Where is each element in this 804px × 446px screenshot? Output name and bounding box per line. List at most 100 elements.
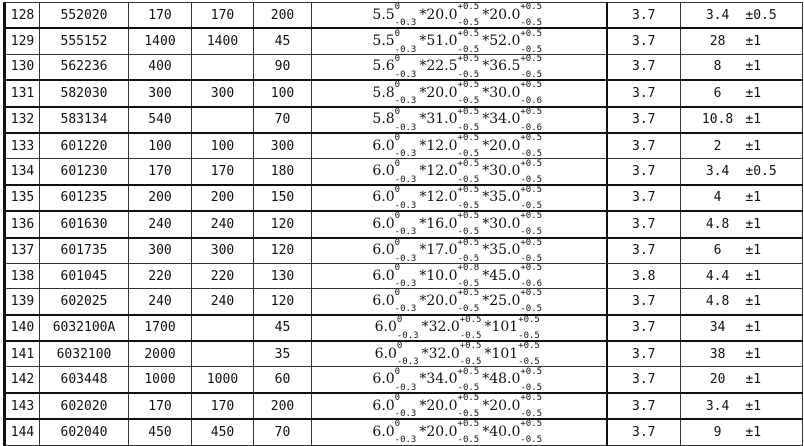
dimension-tolerance: +0.5 -0.6 <box>520 81 543 107</box>
capacity-alt-cell <box>191 340 254 368</box>
dimension-value: *20.0 <box>419 423 458 440</box>
capacity-alt-cell: 450 <box>191 418 254 446</box>
dimensions-cell: 6.0 0 -0.3 *17.0 +0.5 -0.5 *35.0 +0.5 -0.5 <box>311 237 608 264</box>
weight-tolerance: ±1 <box>745 424 762 440</box>
capacity-alt-cell: 170 <box>191 158 254 186</box>
table-row: 135 601235 200 200 150 6.0 0 -0.3 *12.0 +0.5 -0.5 *… <box>3 184 803 213</box>
lower-tolerance: -0.5 <box>459 357 482 367</box>
lower-tolerance: -0.3 <box>394 18 417 29</box>
current-cell: 150 <box>253 184 312 213</box>
lower-tolerance: -0.3 <box>396 330 419 341</box>
dimension-value: 6.0 <box>372 397 395 414</box>
upper-tolerance: +0.5 <box>520 211 543 222</box>
current-cell: 180 <box>253 158 312 186</box>
lower-tolerance: -0.3 <box>394 304 417 315</box>
table-row: 143 602020 170 170 200 6.0 0 -0.3 *20.0 +0.5 -0.5 *… <box>3 392 803 421</box>
dimension-tolerance: 0 -0.3 <box>394 290 417 315</box>
dimension-value: *20.0 <box>482 397 521 414</box>
dimension-tolerance: +0.5 -0.5 <box>520 290 542 313</box>
table-row: 141 6032100 2000 35 6.0 0 -0.3 *32.0 +0.5 -0.5 *10… <box>3 340 803 368</box>
lower-tolerance: -0.5 <box>520 227 543 238</box>
dimension-value: *101 <box>484 345 519 362</box>
upper-tolerance: +0.5 <box>520 133 543 144</box>
upper-tolerance: +0.5 <box>520 158 543 169</box>
dimension-value: *51.0 <box>419 33 458 50</box>
dimension-tolerance: +0.5 -0.5 <box>458 368 480 391</box>
capacity-alt-cell: 200 <box>191 184 254 213</box>
current-cell: 130 <box>253 262 312 290</box>
lower-tolerance: -0.5 <box>518 330 540 341</box>
lower-tolerance: -0.5 <box>520 149 543 159</box>
current-cell: 120 <box>253 210 312 239</box>
weight-tolerance: ±1 <box>745 293 762 309</box>
current-cell: 120 <box>253 288 312 316</box>
dimensions-cell: 6.0 0 -0.3 *12.0 +0.5 -0.5 *30.0 +0.5 -0.5 <box>311 158 608 186</box>
weight-tolerance: ±1 <box>745 346 762 362</box>
upper-tolerance: 0 <box>394 211 401 222</box>
weight-tolerance: ±1 <box>745 112 762 128</box>
capacity-cell: 450 <box>128 418 192 446</box>
lower-tolerance: -0.5 <box>520 69 543 80</box>
upper-tolerance: +0.5 <box>520 106 543 117</box>
voltage-cell: 3.7 <box>606 184 681 213</box>
lower-tolerance: -0.3 <box>394 253 417 264</box>
dimension-value: *34.0 <box>482 111 521 128</box>
weight-value: 3.4 <box>705 7 730 23</box>
dimension-tolerance: +0.5 -0.5 <box>460 316 482 339</box>
dimension-tolerance: +0.5 -0.5 <box>520 158 543 183</box>
upper-tolerance: +0.5 <box>457 211 480 222</box>
upper-tolerance: 0 <box>394 419 401 430</box>
dimension-tolerance: +0.5 -0.5 <box>520 366 543 391</box>
dimension-tolerance: 0 -0.3 <box>397 342 419 366</box>
upper-tolerance: 0 <box>394 80 401 91</box>
weight-cell: 6 ±1 <box>680 237 803 264</box>
weight-value: 4.8 <box>705 293 730 309</box>
model-number: 552020 <box>39 2 129 30</box>
dimension-value: 5.5 <box>372 33 395 50</box>
dimension-tolerance: 0 -0.3 <box>394 419 417 444</box>
dimension-value: *30.0 <box>482 215 521 232</box>
weight-tolerance: ±1 <box>745 372 762 388</box>
dimension-value: 6.0 <box>374 319 397 336</box>
voltage-cell: 3.7 <box>606 79 681 108</box>
upper-tolerance: 0 <box>394 54 401 64</box>
upper-tolerance: +0.5 <box>457 133 480 144</box>
voltage-cell: 3.7 <box>606 53 681 82</box>
dimension-tolerance: +0.5 -0.5 <box>458 239 480 263</box>
upper-tolerance: +0.5 <box>520 366 543 377</box>
lower-tolerance: -0.5 <box>518 357 540 367</box>
lower-tolerance: -0.5 <box>457 96 480 107</box>
capacity-alt-cell <box>191 53 254 82</box>
dimension-tolerance: 0 -0.3 <box>395 368 417 391</box>
current-cell: 100 <box>253 79 312 108</box>
dimension-value: 5.6 <box>372 58 395 75</box>
dimension-value: *20.0 <box>419 6 458 23</box>
capacity-cell: 200 <box>128 184 192 213</box>
row-number: 136 <box>3 210 40 239</box>
dimension-tolerance: +0.5 -0.5 <box>457 28 480 53</box>
capacity-cell: 1700 <box>128 314 192 343</box>
dimension-value: *22.5 <box>419 58 458 75</box>
dimension-value: *31.0 <box>419 111 458 128</box>
weight-value: 28 <box>709 34 726 50</box>
lower-tolerance: -0.6 <box>520 96 543 107</box>
current-cell: 120 <box>253 237 312 264</box>
capacity-cell: 240 <box>128 288 192 316</box>
dimension-tolerance: 0 -0.3 <box>395 264 417 287</box>
voltage-cell: 3.7 <box>606 158 681 186</box>
weight-tolerance: ±1 <box>745 59 762 75</box>
lower-tolerance: -0.6 <box>520 279 543 289</box>
dimensions-cell: 5.6 0 -0.3 *22.5 +0.5 -0.5 *36.5 +0.5 -0.5 <box>311 53 608 82</box>
upper-tolerance: +0.5 <box>520 54 543 64</box>
dimensions-cell: 6.0 0 -0.3 *16.0 +0.5 -0.5 *30.0 +0.5 -0.5 <box>311 210 608 239</box>
capacity-alt-cell <box>191 314 254 343</box>
dimension-tolerance: 0 -0.3 <box>394 54 417 78</box>
table-row: 134 601230 170 170 180 6.0 0 -0.3 *12.0 +0.5 -0.5 *… <box>3 158 803 186</box>
voltage-cell: 3.7 <box>606 2 681 30</box>
capacity-alt-cell: 300 <box>191 79 254 108</box>
upper-tolerance: +0.5 <box>457 28 480 39</box>
voltage-cell: 3.7 <box>606 132 681 160</box>
dimensions-cell: 6.0 0 -0.3 *32.0 +0.5 -0.5 *101 +0.5 -0.5 <box>311 314 608 343</box>
upper-tolerance: 0 <box>394 106 401 117</box>
table-row: 133 601220 100 100 300 6.0 0 -0.3 *12.0 +0.5 -0.5 *… <box>3 132 803 160</box>
